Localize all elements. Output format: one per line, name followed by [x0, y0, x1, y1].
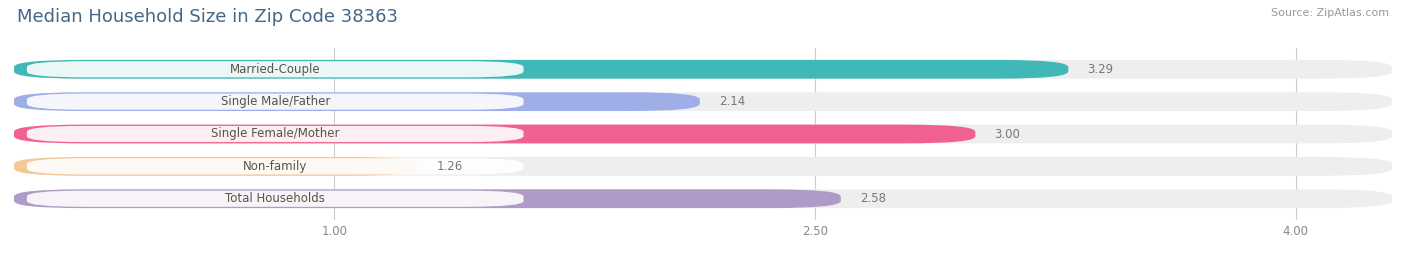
FancyBboxPatch shape	[27, 158, 523, 174]
Text: 3.00: 3.00	[994, 128, 1021, 140]
FancyBboxPatch shape	[27, 126, 523, 142]
Text: Single Female/Mother: Single Female/Mother	[211, 128, 339, 140]
FancyBboxPatch shape	[14, 157, 1392, 176]
FancyBboxPatch shape	[14, 157, 418, 176]
FancyBboxPatch shape	[14, 125, 976, 143]
FancyBboxPatch shape	[14, 189, 841, 208]
FancyBboxPatch shape	[14, 92, 700, 111]
Text: 2.58: 2.58	[860, 192, 886, 205]
Text: Non-family: Non-family	[243, 160, 308, 173]
Text: 2.14: 2.14	[718, 95, 745, 108]
FancyBboxPatch shape	[14, 125, 1392, 143]
Text: Married-Couple: Married-Couple	[231, 63, 321, 76]
FancyBboxPatch shape	[14, 60, 1069, 79]
FancyBboxPatch shape	[14, 60, 1392, 79]
Text: Median Household Size in Zip Code 38363: Median Household Size in Zip Code 38363	[17, 8, 398, 26]
Text: 3.29: 3.29	[1087, 63, 1114, 76]
FancyBboxPatch shape	[27, 94, 523, 110]
FancyBboxPatch shape	[27, 191, 523, 207]
FancyBboxPatch shape	[14, 92, 1392, 111]
Text: Total Households: Total Households	[225, 192, 325, 205]
Text: 1.26: 1.26	[437, 160, 464, 173]
FancyBboxPatch shape	[14, 189, 1392, 208]
Text: Single Male/Father: Single Male/Father	[221, 95, 330, 108]
Text: Source: ZipAtlas.com: Source: ZipAtlas.com	[1271, 8, 1389, 18]
FancyBboxPatch shape	[27, 61, 523, 77]
